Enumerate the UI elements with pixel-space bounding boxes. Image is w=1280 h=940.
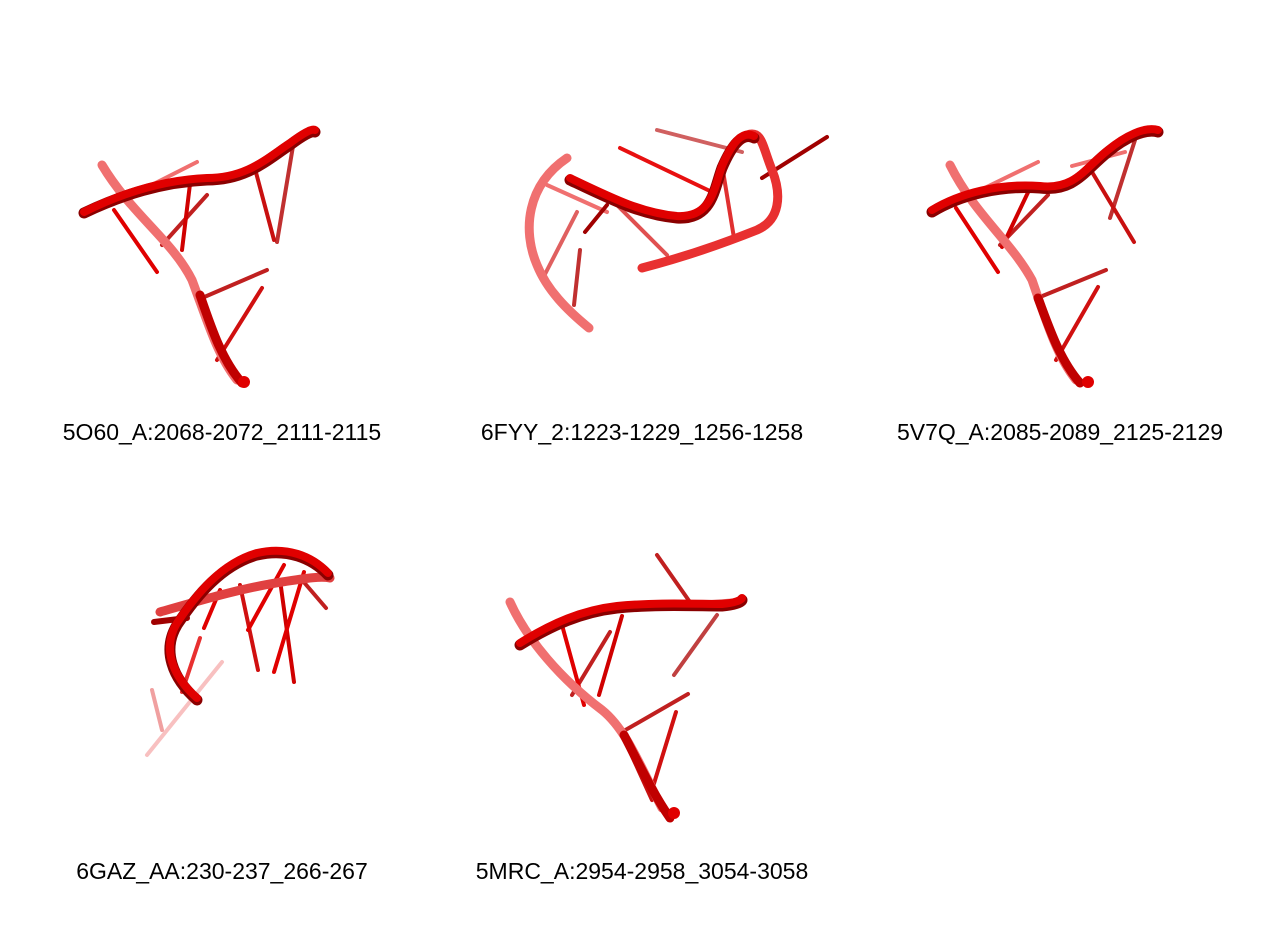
structure-label: 6FYY_2:1223-1229_1256-1258: [480, 419, 804, 445]
structure-panel-5: 5MRC_A:2954-2958_3054-3058: [442, 440, 842, 884]
structure-label: 6GAZ_AA:230-237_266-267: [76, 858, 368, 884]
base-sticks: [145, 563, 328, 757]
rna-structure-6FYY: [524, 128, 829, 333]
base-sticks: [112, 138, 296, 362]
structure-panel-2: 6FYY_2:1223-1229_1256-1258: [442, 0, 842, 445]
base-sticks: [540, 128, 829, 307]
structure-panel-1: 5O60_A:2068-2072_2111-2115: [22, 0, 422, 445]
structure-panel-3: 5V7Q_A:2085-2089_2125-2129: [860, 0, 1260, 445]
backbone-tube-back: [524, 129, 783, 333]
rna-structure-6GAZ: [145, 546, 335, 757]
rna-structure-5MRC: [505, 553, 748, 823]
backbone-tube-front: [564, 130, 760, 224]
backbone-tube-front: [926, 125, 1164, 388]
structure-label: 5V7Q_A:2085-2089_2125-2129: [896, 419, 1224, 445]
rna-structure-5O60: [78, 125, 321, 388]
structure-label: 5O60_A:2068-2072_2111-2115: [62, 419, 382, 445]
structure-label: 5MRC_A:2954-2958_3054-3058: [475, 858, 809, 884]
rna-structure-5V7Q: [926, 125, 1164, 388]
backbone-tube-front: [514, 594, 748, 823]
backbone-tube-front: [78, 125, 321, 388]
structure-panel-4: 6GAZ_AA:230-237_266-267: [22, 440, 422, 884]
backbone-tube-front: [164, 546, 334, 706]
